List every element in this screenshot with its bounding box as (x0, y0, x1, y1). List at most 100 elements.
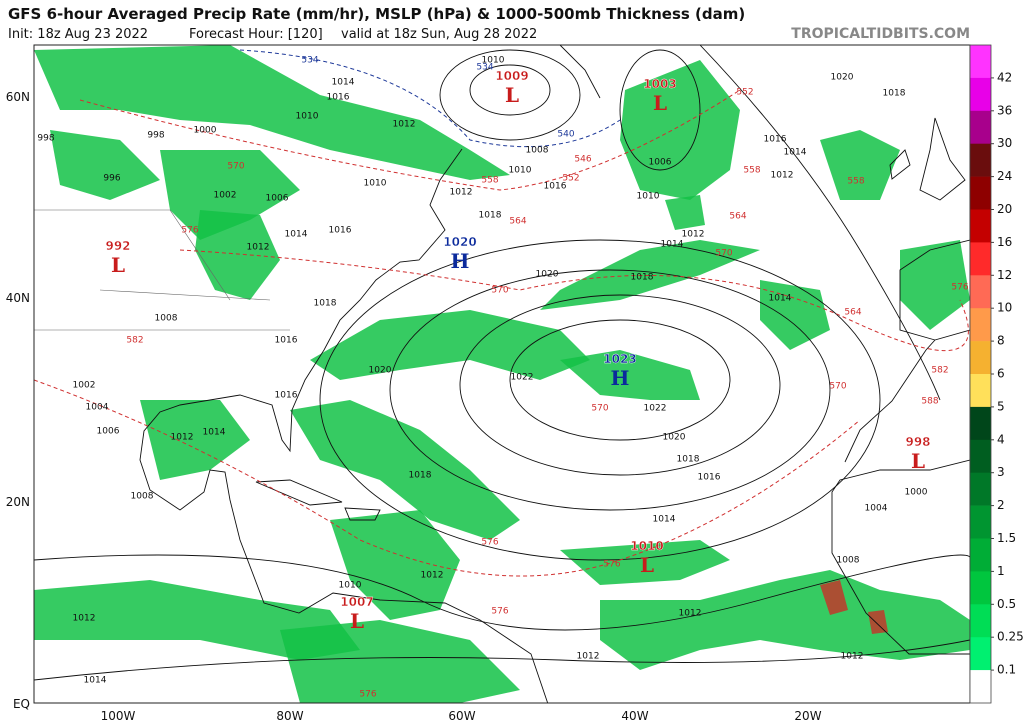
isobar (439, 49, 581, 141)
isobar-label: 998 (147, 131, 164, 141)
thickness-label: 540 (557, 130, 574, 140)
isobar (459, 294, 781, 476)
center-letter: H (611, 366, 630, 390)
isobar-label: 1012 (577, 652, 600, 662)
coastline (255, 479, 343, 506)
precip-area (560, 350, 700, 400)
colorbar-label: 24 (997, 169, 1012, 183)
precip-area (620, 60, 740, 200)
colorbar-label: 36 (997, 103, 1012, 117)
colorbar-swatch (970, 374, 991, 408)
isobar-label: 1002 (73, 381, 96, 391)
forecast-hour: Forecast Hour: [120] (189, 27, 323, 42)
isobar-label: 1010 (509, 166, 532, 176)
colorbar-label: 2 (997, 498, 1005, 512)
colorbar-swatch (970, 571, 991, 605)
center-letter: L (350, 609, 364, 633)
colorbar-label: 0.1 (997, 663, 1016, 677)
colorbar-swatch (970, 505, 991, 539)
thickness-label: 552 (736, 88, 753, 98)
colorbar-swatch (970, 670, 991, 704)
colorbar-swatch (970, 176, 991, 210)
precip-area (290, 400, 520, 540)
colorbar-label: 12 (997, 268, 1012, 282)
coastline (831, 459, 970, 655)
isobar-label: 1014 (769, 294, 792, 304)
heavy-precip-cell (868, 610, 888, 634)
isobar-label: 1010 (364, 179, 387, 189)
heavy-precip (820, 580, 888, 634)
thickness-label: 576 (359, 690, 376, 700)
isobar-label: 1012 (450, 188, 473, 198)
precip-areas (34, 45, 970, 703)
isobar-label: 1020 (663, 433, 686, 443)
colorbar-label: 0.5 (997, 597, 1016, 611)
thickness-label: 564 (729, 212, 746, 222)
precip-area (310, 310, 590, 380)
isobar-label: 1008 (131, 492, 154, 502)
colorbar-label: 10 (997, 301, 1012, 315)
isobar-label: 1016 (764, 135, 787, 145)
precip-area (160, 150, 300, 240)
lon-label: 40W (621, 709, 648, 723)
precip-area (540, 240, 760, 310)
colorbar-swatch (970, 143, 991, 177)
center-letter: L (911, 449, 925, 473)
lat-label: 20N (6, 495, 30, 509)
center-pressure: 1007 (340, 595, 373, 609)
map-title: GFS 6-hour Averaged Precip Rate (mm/hr),… (8, 5, 745, 23)
isobar (389, 269, 831, 511)
precip-area (34, 45, 510, 180)
center-letter: H (451, 249, 470, 273)
isobar-label: 1012 (682, 230, 705, 240)
thickness-line (79, 89, 741, 191)
center-letter: L (640, 553, 654, 577)
isobar-label: 1006 (649, 158, 672, 168)
center-pressure: 1010 (630, 539, 663, 553)
thickness-label: 570 (227, 162, 244, 172)
isobar-label: 1018 (479, 211, 502, 221)
thickness-label: 582 (931, 366, 948, 376)
lat-label: 40N (6, 291, 30, 305)
precip-area (560, 540, 730, 585)
map-area (34, 45, 970, 703)
colorbar-swatch (970, 538, 991, 572)
isobar-label: 1008 (837, 556, 860, 566)
isobar (469, 64, 551, 116)
thickness-label: 576 (603, 560, 620, 570)
lat-label: 60N (6, 90, 30, 104)
coastline (844, 329, 970, 463)
thickness-label: 570 (829, 382, 846, 392)
center-letter: L (653, 91, 667, 115)
colorbar-label: 20 (997, 202, 1012, 216)
colorbar-swatch (970, 242, 991, 276)
colorbar-label: 8 (997, 334, 1005, 348)
isobar-label: 1010 (637, 192, 660, 202)
isobar-label: 1014 (784, 148, 807, 158)
thickness-line (239, 49, 621, 148)
colorbar-label: 5 (997, 399, 1005, 413)
isobar-label: 1004 (86, 403, 109, 413)
isobar-label: 998 (37, 134, 54, 144)
heavy-precip-cell (820, 580, 848, 615)
thickness-label: 576 (181, 226, 198, 236)
lon-label: 100W (101, 709, 136, 723)
isobar-label: 1018 (314, 299, 337, 309)
site-name: TROPICALTIDBITS.COM (791, 26, 970, 42)
center-letter: L (111, 253, 125, 277)
isobar-label: 1012 (73, 614, 96, 624)
colorbar-label: 16 (997, 235, 1012, 249)
isobar-label: 1012 (171, 433, 194, 443)
isobar-label: 1014 (203, 428, 226, 438)
colorbar: 42 36 30 24 20 16 12 10 8 6 5 4 3 2 1.5 1 0.5 0.25 0.1 (969, 44, 1024, 704)
colorbar-swatch (970, 604, 991, 638)
precip-area (665, 195, 705, 230)
precip-area (900, 240, 970, 330)
precip-area (34, 580, 360, 660)
thickness-label: 558 (743, 166, 760, 176)
thickness-label: 558 (481, 176, 498, 186)
isobar-label: 1014 (653, 515, 676, 525)
colorbar-label: 1.5 (997, 531, 1016, 545)
